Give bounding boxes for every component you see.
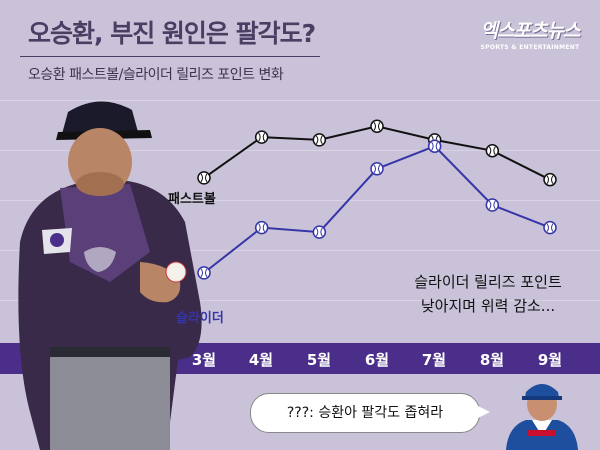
- data-point: [370, 162, 384, 176]
- chart-subtitle: 오승환 패스트볼/슬라이더 릴리즈 포인트 변화: [28, 67, 284, 83]
- grid-line: [0, 150, 600, 151]
- data-point: [543, 172, 557, 187]
- logo-subtext: SPORTS & ENTERTAINMENT: [480, 44, 580, 51]
- data-point: [197, 266, 211, 280]
- manager-illustration: [506, 384, 578, 450]
- pitcher-illustration: [18, 101, 202, 450]
- series-label-slider: 슬라이더: [176, 311, 224, 326]
- grid-line: [0, 200, 600, 201]
- series-label-fastball: 패스트볼: [168, 192, 216, 207]
- grid-line: [0, 300, 600, 301]
- data-point: [370, 119, 384, 134]
- data-point: [254, 130, 269, 144]
- speech-bubble-tail: [474, 404, 490, 420]
- speech-bubble: ???: 승환아 팔각도 좁혀라: [250, 393, 480, 433]
- x-tick-label: 6월: [364, 351, 390, 369]
- data-point: [427, 139, 442, 153]
- logo-text: 엑스포츠뉴스: [480, 20, 581, 42]
- data-point: [485, 198, 500, 212]
- annotation-line: 슬라이더 릴리즈 포인트: [414, 273, 562, 291]
- page-title: 오승환, 부진 원인은 팔각도?: [28, 19, 316, 48]
- x-tick-label: 9월: [537, 351, 563, 369]
- title-divider: [20, 56, 320, 57]
- data-point: [197, 171, 211, 185]
- grid-line: [0, 100, 600, 101]
- x-tick-label: 5월: [306, 351, 332, 369]
- data-point: [543, 220, 557, 235]
- data-point: [485, 143, 500, 158]
- annotation-line: 낮아지며 위력 감소...: [420, 297, 556, 315]
- x-tick-label: 3월: [191, 351, 217, 369]
- x-tick-label: 7월: [421, 351, 447, 369]
- brand-logo: 엑스포츠뉴스 SPORTS & ENTERTAINMENT: [478, 16, 582, 51]
- data-point: [312, 225, 327, 239]
- x-tick-label: 8월: [479, 351, 505, 369]
- x-tick-label: 4월: [248, 351, 274, 369]
- data-point: [312, 133, 327, 147]
- grid-line: [0, 250, 600, 251]
- data-point: [254, 220, 269, 235]
- annotation-note: 슬라이더 릴리즈 포인트 낮아지며 위력 감소...: [388, 270, 588, 318]
